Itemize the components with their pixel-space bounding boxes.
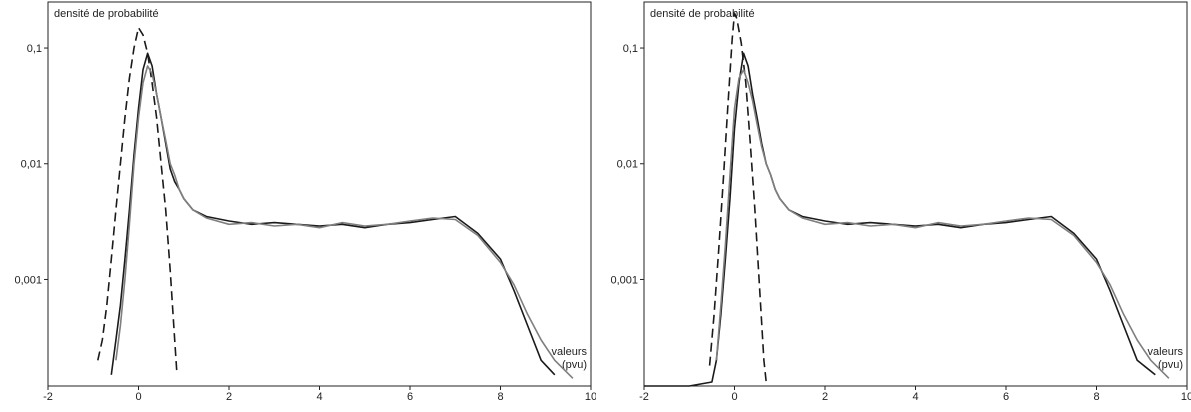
- y-tick-label: 0,1: [27, 43, 42, 55]
- x-tick-label: 0: [135, 391, 141, 403]
- plot-frame: [47, 1, 592, 387]
- y-tick-label: 0,01: [617, 159, 638, 171]
- series-line-solid-black: [110, 52, 556, 376]
- series-line-dashed: [708, 12, 767, 383]
- x-tick-label: 4: [912, 391, 918, 403]
- ticks-group: -2 0 2 4 6 8 10 0,1 0,01 0,001: [14, 43, 596, 403]
- x-tick-label: 0: [731, 391, 737, 403]
- x-tick-label: 2: [226, 391, 232, 403]
- plot-frame: [643, 1, 1188, 387]
- x-tick-label: 10: [585, 391, 596, 403]
- series-line-dashed: [97, 26, 178, 375]
- y-tick-label: 0,001: [610, 274, 638, 286]
- x-tick-label: 2: [822, 391, 828, 403]
- y-axis-title: densité de probabilité: [54, 8, 159, 20]
- y-tick-label: 0,1: [623, 43, 638, 55]
- x-tick-label: 8: [1093, 391, 1099, 403]
- ticks-group: -2 0 2 4 6 8 10 0,1 0,01 0,001: [610, 43, 1191, 403]
- x-tick-label: 4: [316, 391, 322, 403]
- x-axis-unit: (pvu): [1158, 359, 1183, 371]
- chart-panel-right: densité de probabilité valeurs (pvu) -2 0…: [610, 1, 1191, 403]
- x-tick-label: 6: [1003, 391, 1009, 403]
- x-tick-label: 8: [497, 391, 503, 403]
- x-tick-label: -2: [43, 391, 53, 403]
- y-axis-title: densité de probabilité: [650, 8, 755, 20]
- series-line-solid-gray: [715, 68, 1170, 379]
- x-tick-label: -2: [639, 391, 649, 403]
- series-line-solid-gray: [115, 65, 574, 379]
- chart-panel-left: densité de probabilité valeurs (pvu) -2 0…: [14, 1, 596, 403]
- y-tick-label: 0,01: [21, 159, 42, 171]
- y-tick-label: 0,001: [14, 274, 42, 286]
- x-axis-unit: (pvu): [562, 359, 587, 371]
- x-axis-title: valeurs: [552, 346, 588, 358]
- x-tick-label: 6: [407, 391, 413, 403]
- x-axis-title: valeurs: [1148, 346, 1184, 358]
- series-group: [97, 26, 574, 379]
- series-group: [644, 12, 1170, 387]
- x-tick-label: 10: [1181, 391, 1191, 403]
